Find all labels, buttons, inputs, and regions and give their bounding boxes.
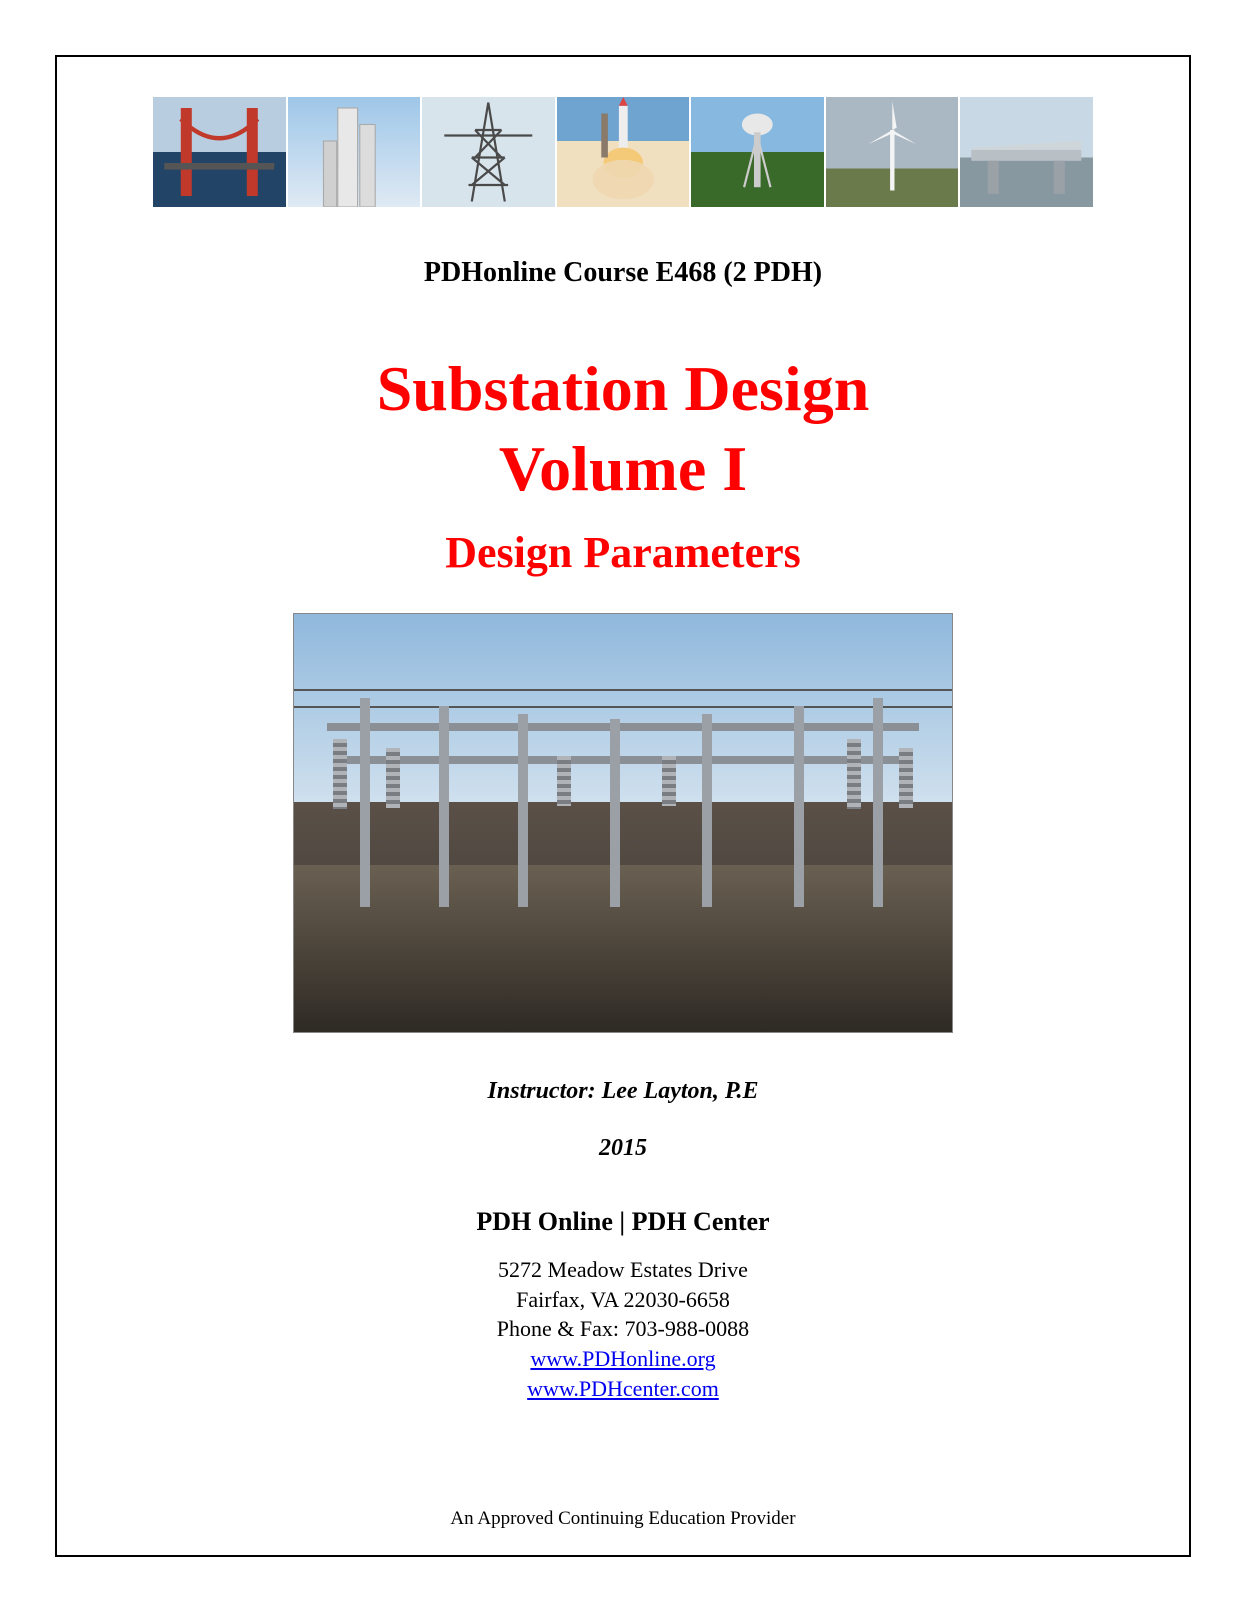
title-line-2: Volume I (499, 429, 747, 509)
banner-tile-overpass (960, 97, 1093, 207)
link-pdhonline[interactable]: www.PDHonline.org (530, 1346, 715, 1371)
pylon-icon (422, 97, 555, 207)
banner-tile-rocket (557, 97, 690, 207)
banner-tile-skyscraper (288, 97, 421, 207)
org-line: PDH Online | PDH Center (476, 1207, 769, 1237)
hero-substation-image (293, 613, 953, 1033)
banner-tile-pylon (422, 97, 555, 207)
banner-tile-watertower (691, 97, 824, 207)
page-frame: PDHonline Course E468 (2 PDH) Substation… (55, 55, 1191, 1557)
address-line-3: Phone & Fax: 703-988-0088 (497, 1314, 749, 1344)
rocket-icon (557, 97, 690, 207)
address-line-2: Fairfax, VA 22030-6658 (497, 1285, 749, 1315)
footer-note: An Approved Continuing Education Provide… (57, 1508, 1189, 1530)
link-pdhcenter[interactable]: www.PDHcenter.com (527, 1376, 719, 1401)
banner-tile-windturbine (826, 97, 959, 207)
subtitle: Design Parameters (445, 527, 801, 578)
course-line: PDHonline Course E468 (2 PDH) (424, 257, 822, 289)
title-line-1: Substation Design (377, 349, 870, 429)
bridge-icon (153, 97, 286, 207)
overpass-icon (960, 97, 1093, 207)
year-line: 2015 (599, 1135, 647, 1162)
address-block: 5272 Meadow Estates Drive Fairfax, VA 22… (497, 1255, 749, 1403)
address-line-1: 5272 Meadow Estates Drive (497, 1255, 749, 1285)
hero-ground (294, 865, 952, 1032)
header-banner (153, 97, 1093, 207)
banner-tile-bridge (153, 97, 286, 207)
skyscraper-icon (288, 97, 421, 207)
windturbine-icon (826, 97, 959, 207)
watertower-icon (691, 97, 824, 207)
instructor-line: Instructor: Lee Layton, P.E (488, 1078, 759, 1105)
